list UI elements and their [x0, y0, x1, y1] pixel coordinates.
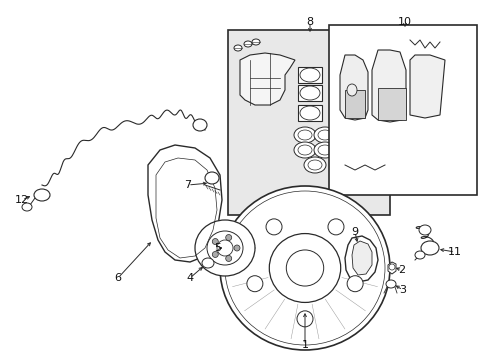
- Polygon shape: [345, 90, 364, 118]
- Ellipse shape: [234, 45, 242, 51]
- Ellipse shape: [234, 245, 240, 251]
- Polygon shape: [351, 241, 371, 275]
- Ellipse shape: [251, 39, 260, 45]
- Text: 6: 6: [114, 273, 121, 283]
- Ellipse shape: [293, 127, 315, 143]
- Text: 5: 5: [214, 243, 221, 253]
- Ellipse shape: [212, 239, 218, 244]
- Ellipse shape: [22, 203, 32, 211]
- Text: 9: 9: [351, 227, 358, 237]
- Text: 11: 11: [447, 247, 461, 257]
- Ellipse shape: [220, 186, 389, 350]
- Polygon shape: [387, 262, 395, 274]
- Ellipse shape: [285, 250, 323, 286]
- Ellipse shape: [299, 86, 319, 100]
- Text: 10: 10: [397, 17, 411, 27]
- Ellipse shape: [293, 142, 315, 158]
- Polygon shape: [377, 88, 405, 120]
- Text: 1: 1: [301, 340, 308, 350]
- Ellipse shape: [195, 220, 254, 276]
- Ellipse shape: [34, 189, 50, 201]
- Ellipse shape: [420, 241, 438, 255]
- Ellipse shape: [206, 231, 243, 265]
- Polygon shape: [371, 50, 405, 122]
- Text: 3: 3: [399, 285, 406, 295]
- Bar: [297, 67, 321, 83]
- Ellipse shape: [212, 252, 218, 257]
- Ellipse shape: [304, 157, 325, 173]
- Ellipse shape: [414, 251, 424, 259]
- Polygon shape: [148, 145, 222, 262]
- Polygon shape: [339, 55, 367, 120]
- Ellipse shape: [418, 225, 430, 235]
- Text: 2: 2: [398, 265, 405, 275]
- Ellipse shape: [269, 234, 340, 302]
- Ellipse shape: [217, 240, 232, 256]
- Ellipse shape: [225, 234, 231, 240]
- Text: 12: 12: [15, 195, 29, 205]
- Ellipse shape: [225, 256, 231, 261]
- Bar: [297, 105, 321, 121]
- Ellipse shape: [327, 219, 343, 235]
- Ellipse shape: [299, 106, 319, 120]
- Ellipse shape: [246, 276, 263, 292]
- Text: 7: 7: [184, 180, 191, 190]
- Ellipse shape: [299, 68, 319, 82]
- Text: 4: 4: [186, 273, 193, 283]
- Text: 8: 8: [306, 17, 313, 27]
- Bar: [328, 25, 476, 195]
- Ellipse shape: [313, 127, 335, 143]
- Ellipse shape: [202, 258, 214, 268]
- Ellipse shape: [385, 280, 395, 288]
- Ellipse shape: [296, 311, 312, 327]
- Bar: [297, 85, 321, 101]
- Polygon shape: [240, 53, 294, 105]
- Ellipse shape: [204, 172, 219, 184]
- Polygon shape: [345, 236, 377, 282]
- Ellipse shape: [346, 84, 356, 96]
- Ellipse shape: [346, 276, 363, 292]
- Polygon shape: [409, 55, 444, 118]
- Ellipse shape: [244, 41, 251, 47]
- Ellipse shape: [313, 142, 335, 158]
- Ellipse shape: [193, 119, 206, 131]
- Bar: [227, 30, 389, 215]
- Ellipse shape: [265, 219, 282, 235]
